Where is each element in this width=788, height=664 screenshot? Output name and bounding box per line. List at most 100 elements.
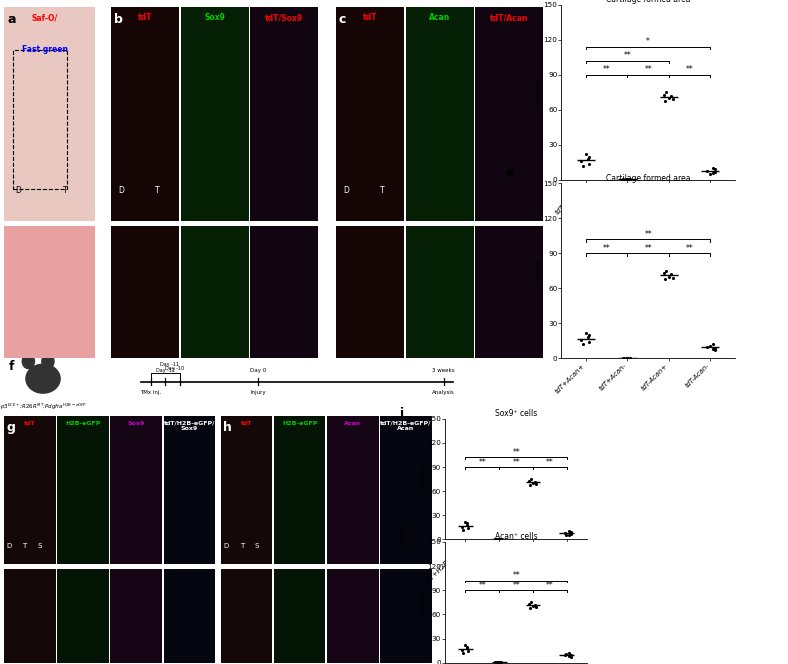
Point — [563, 647, 576, 658]
Point — [659, 95, 671, 106]
Text: e: e — [506, 166, 515, 179]
Text: Acan: Acan — [429, 13, 451, 22]
Text: Day -10: Day -10 — [165, 366, 184, 371]
Text: D: D — [6, 543, 12, 549]
Text: 3 weeks: 3 weeks — [433, 368, 455, 373]
Y-axis label: Cells/%: Cells/% — [420, 465, 426, 493]
Point — [582, 151, 595, 162]
Text: tdT: tdT — [240, 421, 252, 426]
Text: tdT/H2B-eGFP/
Sox9: tdT/H2B-eGFP/ Sox9 — [164, 421, 215, 432]
Text: **: ** — [623, 51, 631, 60]
Point — [575, 335, 588, 345]
Point — [707, 344, 719, 355]
Point — [495, 534, 507, 544]
Point — [495, 657, 507, 664]
Y-axis label: Cells/%: Cells/% — [536, 258, 542, 284]
Point — [708, 343, 721, 353]
Point — [658, 268, 671, 279]
Text: H2B-eGFP: H2B-eGFP — [282, 421, 318, 426]
Text: j: j — [400, 530, 404, 543]
Point — [621, 174, 634, 185]
Text: D: D — [343, 186, 349, 195]
Y-axis label: Cells/%: Cells/% — [536, 79, 542, 106]
Text: a: a — [8, 13, 16, 26]
Point — [658, 90, 671, 100]
Point — [564, 527, 577, 538]
Text: Fast green: Fast green — [22, 45, 68, 54]
Text: Acan: Acan — [344, 421, 362, 426]
Point — [490, 534, 503, 544]
Text: **: ** — [645, 230, 652, 239]
Text: **: ** — [686, 65, 693, 74]
Point — [563, 651, 575, 661]
Ellipse shape — [42, 354, 54, 369]
Title: Acan⁺ cells: Acan⁺ cells — [495, 532, 537, 541]
Point — [461, 641, 474, 652]
Point — [563, 529, 575, 540]
Point — [620, 353, 633, 363]
Text: Day -12: Day -12 — [155, 368, 175, 373]
Text: **: ** — [686, 244, 693, 253]
Text: *: * — [646, 37, 650, 46]
Text: TMx inj.: TMx inj. — [140, 390, 161, 395]
Ellipse shape — [26, 365, 60, 393]
Point — [659, 274, 671, 284]
Point — [660, 87, 673, 98]
Point — [524, 603, 537, 614]
Point — [461, 518, 474, 529]
Point — [462, 523, 474, 533]
Text: Sox9: Sox9 — [128, 421, 145, 426]
Text: **: ** — [512, 448, 520, 457]
Point — [492, 657, 505, 664]
Point — [663, 93, 675, 104]
Point — [663, 272, 675, 282]
Point — [575, 156, 588, 167]
Title: Cartilage formed area: Cartilage formed area — [606, 0, 690, 4]
Point — [560, 649, 573, 659]
Text: tdT: tdT — [363, 13, 377, 22]
Text: c: c — [339, 13, 346, 26]
Point — [525, 474, 537, 485]
Point — [618, 353, 630, 363]
Point — [459, 639, 472, 650]
Text: tdT: tdT — [138, 13, 152, 22]
Point — [459, 517, 472, 527]
Text: **: ** — [512, 571, 520, 580]
Point — [577, 161, 589, 171]
Point — [525, 597, 537, 608]
Point — [667, 273, 679, 284]
Point — [462, 646, 474, 657]
Point — [701, 165, 714, 176]
Ellipse shape — [22, 354, 35, 369]
Point — [457, 525, 470, 535]
Text: T: T — [63, 186, 68, 195]
Point — [455, 521, 468, 532]
Point — [460, 643, 473, 653]
Point — [623, 174, 636, 185]
Point — [529, 600, 541, 610]
Text: Injury: Injury — [250, 390, 266, 395]
Text: f: f — [9, 360, 14, 373]
Text: T: T — [22, 543, 26, 549]
Point — [621, 174, 634, 185]
Bar — [13, 50, 67, 189]
Text: h: h — [223, 421, 232, 434]
Point — [559, 649, 571, 660]
Point — [564, 529, 577, 539]
Text: Day -11: Day -11 — [161, 362, 180, 367]
Point — [522, 599, 535, 610]
Point — [582, 153, 594, 164]
Point — [529, 476, 541, 487]
Text: T: T — [381, 186, 385, 195]
Text: **: ** — [512, 457, 520, 467]
Point — [489, 657, 502, 664]
Point — [582, 332, 594, 343]
Text: Saf-O/: Saf-O/ — [32, 13, 58, 22]
Text: i: i — [400, 406, 404, 420]
Point — [530, 479, 543, 489]
Text: tdT/Sox9: tdT/Sox9 — [265, 13, 303, 22]
Point — [665, 269, 678, 280]
Text: D: D — [117, 186, 124, 195]
Title: Sox9⁺ cells: Sox9⁺ cells — [495, 409, 537, 418]
Point — [527, 478, 540, 489]
